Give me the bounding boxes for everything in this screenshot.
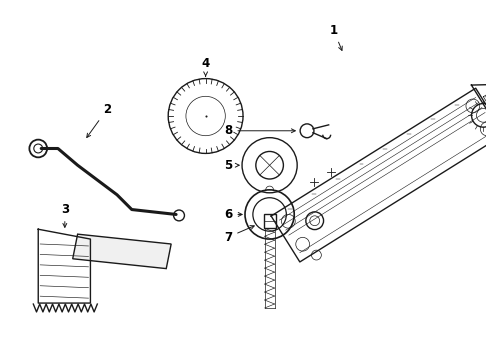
Text: 5: 5	[224, 159, 239, 172]
Text: 8: 8	[224, 124, 295, 137]
Text: 3: 3	[61, 203, 69, 227]
Text: 1: 1	[330, 24, 343, 50]
Text: 7: 7	[224, 226, 254, 244]
Circle shape	[173, 210, 184, 221]
Text: 2: 2	[87, 103, 111, 138]
Text: 4: 4	[201, 57, 210, 76]
Polygon shape	[73, 234, 171, 269]
Text: 6: 6	[224, 208, 242, 221]
